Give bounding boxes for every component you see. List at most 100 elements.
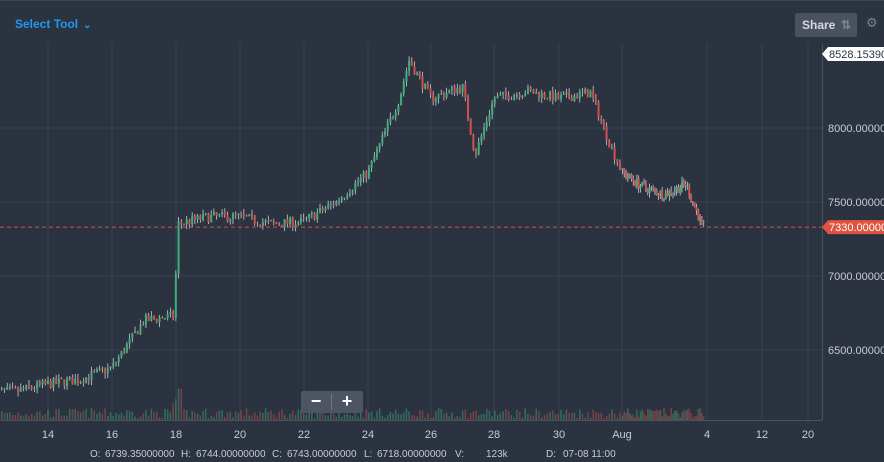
volume-bar [693, 416, 696, 420]
volume-bar [77, 411, 79, 420]
candle-body [49, 380, 52, 389]
candle-body [426, 83, 429, 88]
volume-bar [117, 414, 120, 420]
volume-bar [90, 408, 93, 420]
candle-body [673, 190, 676, 193]
candle-body [95, 369, 98, 372]
candle-body [221, 212, 224, 215]
candle-body [261, 222, 264, 227]
candle-body [568, 92, 571, 98]
volume-bar [319, 412, 321, 420]
volume-bar [221, 410, 223, 420]
candle-body [166, 314, 169, 319]
volume-bar [302, 408, 305, 420]
candle-body [172, 311, 175, 318]
volume-bar [85, 408, 87, 420]
price-chart[interactable]: 6500.00000 7000.00000 7500.00000 8000.00000… [0, 44, 884, 449]
volume-bar [229, 411, 232, 420]
volume-bar [109, 412, 112, 420]
x-tick-label: 20 [802, 429, 814, 441]
volume-bar [351, 416, 354, 420]
volume-bar [368, 412, 370, 420]
select-tool-label: Select Tool [15, 17, 79, 31]
volume-bar [510, 414, 513, 420]
volume-bar [278, 411, 280, 420]
volume-bar [695, 415, 698, 420]
volume-bar [437, 408, 440, 420]
candle-body [264, 220, 267, 223]
candle-body [381, 135, 384, 144]
candle-body [502, 91, 505, 95]
volume-bar [360, 412, 362, 420]
candle-body [60, 378, 63, 380]
candle-body [630, 173, 633, 179]
volume-bar [194, 412, 196, 420]
candle-body [134, 331, 137, 333]
candle-body [524, 93, 527, 96]
candle-body [357, 181, 360, 183]
share-button[interactable]: Share ⇅ [795, 13, 857, 37]
candle-body [218, 214, 221, 216]
candle-body [139, 324, 142, 334]
candle-body [605, 125, 608, 141]
volume-bar [645, 415, 647, 420]
candle-body [589, 90, 592, 98]
volume-bar [639, 411, 642, 420]
candle-body [570, 97, 573, 102]
candle-body [623, 168, 626, 173]
volume-bar [175, 399, 177, 420]
volume-bar [632, 414, 635, 420]
candle-body [584, 89, 587, 93]
volume-bar [587, 412, 589, 420]
candle-body [370, 161, 373, 168]
zoom-in-button[interactable]: + [341, 391, 353, 411]
candle-body [22, 387, 25, 390]
volume-bar [308, 411, 310, 420]
volume-bar [527, 413, 529, 420]
candle-body [632, 178, 635, 182]
volume-bar [49, 417, 52, 420]
gear-icon[interactable]: ⚙ [866, 15, 878, 30]
volume-bar [421, 410, 424, 420]
candle-body [653, 188, 656, 191]
candle-body [280, 225, 283, 228]
candle-body [677, 186, 680, 193]
volume-bar [419, 410, 421, 420]
volume-bar [101, 413, 104, 420]
candle-body [76, 378, 79, 384]
volume-bar [592, 409, 594, 420]
candle-body [242, 213, 245, 216]
x-tick-label: 22 [298, 429, 310, 441]
candle-body [115, 362, 117, 364]
candle-body [469, 118, 472, 135]
candle-body [602, 120, 605, 126]
x-tick-label: 24 [362, 429, 374, 441]
low-label: L: [364, 449, 373, 460]
volume-bar [675, 410, 678, 420]
zoom-out-button[interactable]: − [310, 391, 322, 411]
volume-bar [491, 416, 493, 420]
volume-bar [300, 409, 302, 420]
candle-body [204, 213, 207, 215]
candle-body [30, 386, 33, 389]
candle-body [193, 216, 196, 220]
select-tool-dropdown[interactable]: Select Tool ⌄ [15, 17, 92, 31]
candle-body [161, 317, 164, 319]
candle-body [253, 215, 256, 224]
candle-body [686, 186, 689, 188]
candle-body [549, 91, 552, 99]
candle-body [594, 97, 597, 103]
candle-body [321, 207, 324, 211]
volume-bar [581, 414, 584, 420]
volume-bar [469, 412, 472, 420]
candle-body [635, 178, 638, 186]
candle-body [74, 378, 77, 385]
candle-body [657, 194, 660, 196]
candle-body [421, 76, 424, 89]
candle-body [36, 382, 39, 389]
volume-bar [267, 411, 270, 420]
volume-bar [36, 411, 38, 420]
volume-bar [150, 408, 153, 420]
volume-bar [659, 409, 662, 420]
volume-bar [568, 412, 570, 420]
